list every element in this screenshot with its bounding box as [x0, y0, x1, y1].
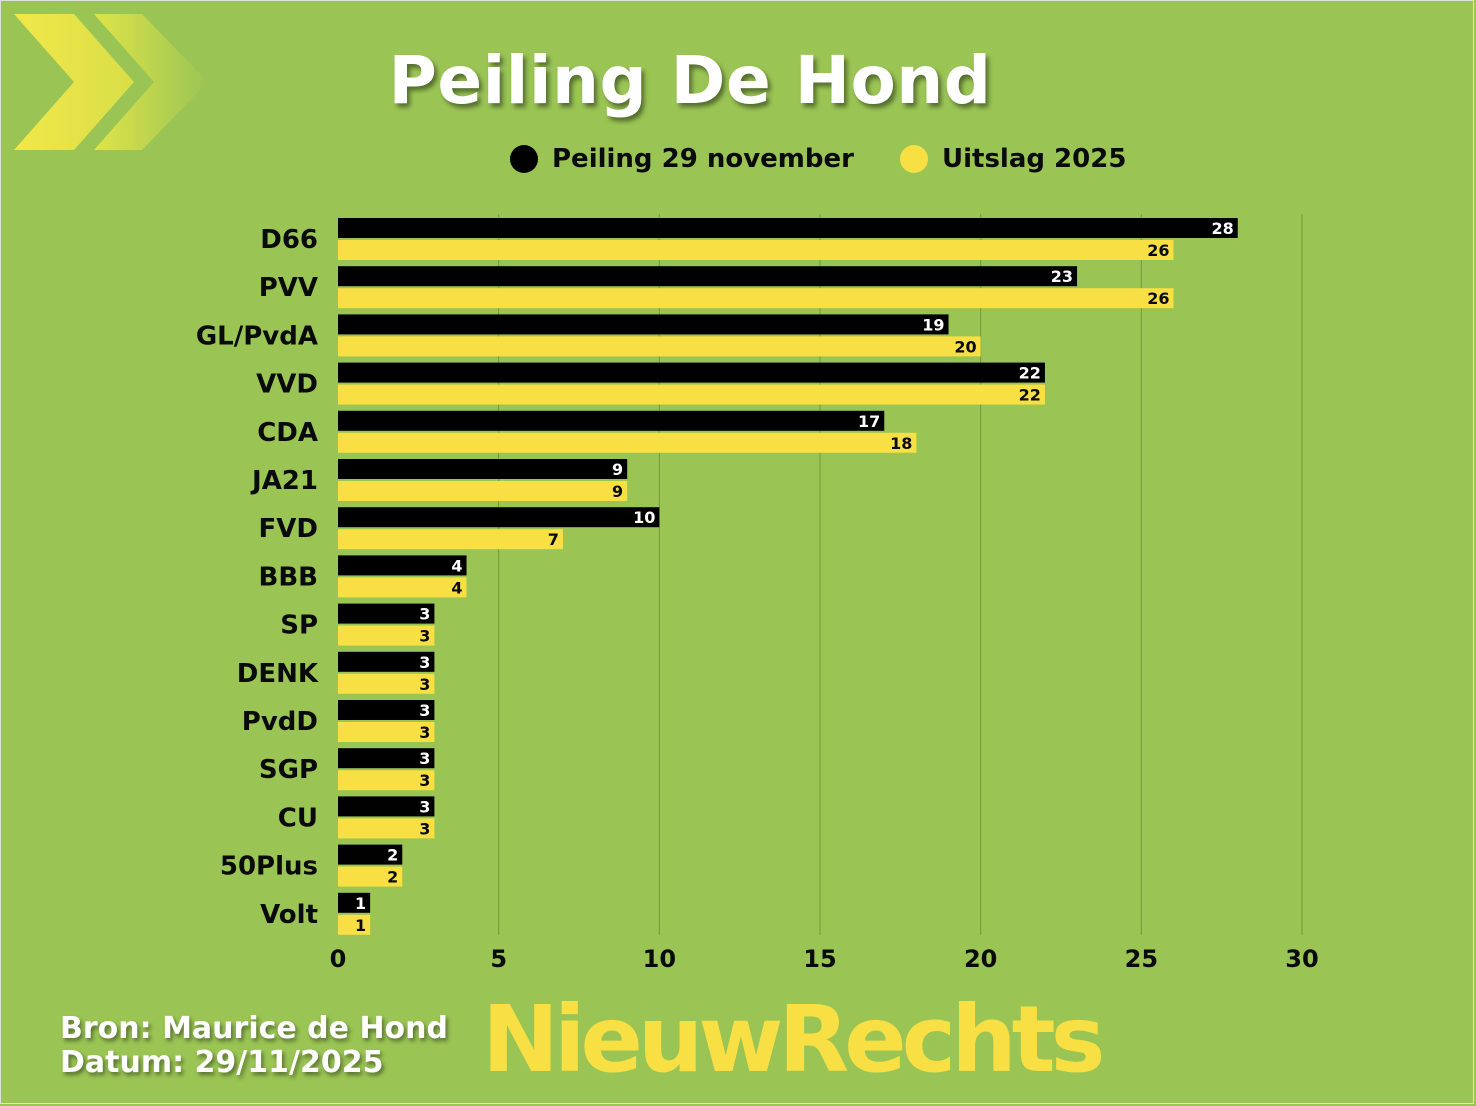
- legend-dot-icon: [900, 145, 928, 173]
- data-label: 3: [419, 605, 430, 624]
- data-label: 3: [419, 797, 430, 816]
- bar-poll: [338, 459, 628, 479]
- x-tick-label: 30: [1285, 945, 1318, 973]
- x-tick-label: 25: [1125, 945, 1158, 973]
- data-label: 3: [419, 819, 430, 838]
- category-label: SGP: [259, 755, 318, 785]
- data-label: 2: [387, 868, 398, 887]
- category-label: DENK: [237, 659, 319, 689]
- source-block: Bron: Maurice de Hond Datum: 29/11/2025: [60, 1012, 448, 1080]
- logo: NieuwRechts: [482, 986, 1105, 1093]
- bar-poll: [338, 796, 435, 817]
- category-label: CU: [278, 803, 318, 833]
- bar-poll: [338, 700, 435, 720]
- x-tick-label: 10: [643, 945, 676, 973]
- data-label: 3: [419, 627, 430, 646]
- bar-poll: [338, 892, 371, 913]
- data-label: 3: [419, 723, 430, 742]
- bar-poll: [338, 314, 949, 335]
- bar-result: [338, 866, 403, 887]
- legend-item-result: Uitslag 2025: [900, 144, 1126, 174]
- bar-poll: [338, 844, 403, 865]
- legend-dot-icon: [510, 145, 538, 173]
- category-label: 50Plus: [220, 852, 318, 882]
- legend-label-poll: Peiling 29 november: [552, 144, 854, 174]
- data-label: 7: [548, 530, 559, 549]
- category-label: PvdD: [242, 707, 318, 737]
- bar-result: [338, 288, 1174, 309]
- data-label: 22: [1019, 386, 1041, 405]
- bar-result: [338, 529, 563, 550]
- bar-result: [338, 818, 435, 839]
- category-label: VVD: [256, 370, 318, 400]
- category-label: SP: [280, 611, 318, 641]
- data-label: 20: [954, 337, 976, 356]
- bar-result: [338, 673, 435, 694]
- x-tick-label: 5: [490, 945, 507, 973]
- category-label: PVV: [259, 273, 318, 303]
- data-label: 3: [419, 771, 430, 790]
- bar-result: [338, 432, 917, 453]
- bar-result: [338, 625, 435, 646]
- bar-poll: [338, 603, 435, 624]
- data-label: 23: [1051, 267, 1073, 286]
- bar-result: [338, 240, 1174, 260]
- category-label: D66: [260, 225, 318, 255]
- category-label: BBB: [259, 562, 318, 592]
- bar-poll: [338, 362, 1045, 383]
- bar-poll: [338, 748, 435, 769]
- data-label: 26: [1147, 241, 1169, 260]
- data-label: 2: [387, 846, 398, 865]
- bar-result: [338, 577, 467, 598]
- data-label: 22: [1019, 364, 1041, 383]
- category-label: CDA: [257, 418, 318, 448]
- bar-poll: [338, 266, 1078, 287]
- x-tick-label: 15: [803, 945, 836, 973]
- x-tick-label: 0: [330, 945, 347, 973]
- date-line: Datum: 29/11/2025: [60, 1045, 384, 1080]
- data-label: 18: [890, 434, 912, 453]
- bar-poll: [338, 651, 435, 672]
- bar-result: [338, 384, 1045, 405]
- source-line: Bron: Maurice de Hond: [60, 1011, 448, 1046]
- data-label: 1: [355, 894, 366, 913]
- x-tick-label: 20: [964, 945, 997, 973]
- data-label: 4: [451, 556, 462, 575]
- data-label: 3: [419, 701, 430, 720]
- data-label: 3: [419, 653, 430, 672]
- category-label: Volt: [260, 900, 318, 930]
- data-label: 26: [1147, 289, 1169, 308]
- category-label: GL/PvdA: [196, 321, 318, 351]
- data-label: 3: [419, 675, 430, 694]
- legend-item-poll: Peiling 29 november: [510, 144, 854, 174]
- bar-result: [338, 770, 435, 791]
- legend: Peiling 29 november Uitslag 2025: [0, 144, 1476, 184]
- data-label: 28: [1211, 219, 1233, 238]
- category-label: FVD: [259, 514, 318, 544]
- data-label: 3: [419, 749, 430, 768]
- chart-title: Peiling De Hond: [388, 42, 992, 119]
- data-label: 9: [612, 482, 623, 501]
- bar-result: [338, 722, 435, 742]
- data-label: 1: [355, 916, 366, 935]
- bar-poll: [338, 507, 660, 528]
- bar-poll: [338, 555, 467, 576]
- legend-label-result: Uitslag 2025: [942, 144, 1127, 174]
- bar-poll: [338, 218, 1238, 238]
- data-label: 10: [633, 508, 655, 527]
- bar-result: [338, 336, 981, 357]
- data-label: 9: [612, 460, 623, 479]
- chevron-decoration-icon: [14, 14, 208, 150]
- bar-poll: [338, 410, 885, 431]
- category-label: JA21: [250, 466, 318, 496]
- data-label: 4: [451, 578, 462, 597]
- bar-result: [338, 481, 628, 501]
- bar-result: [338, 914, 371, 935]
- data-label: 19: [922, 315, 944, 334]
- data-label: 17: [858, 412, 880, 431]
